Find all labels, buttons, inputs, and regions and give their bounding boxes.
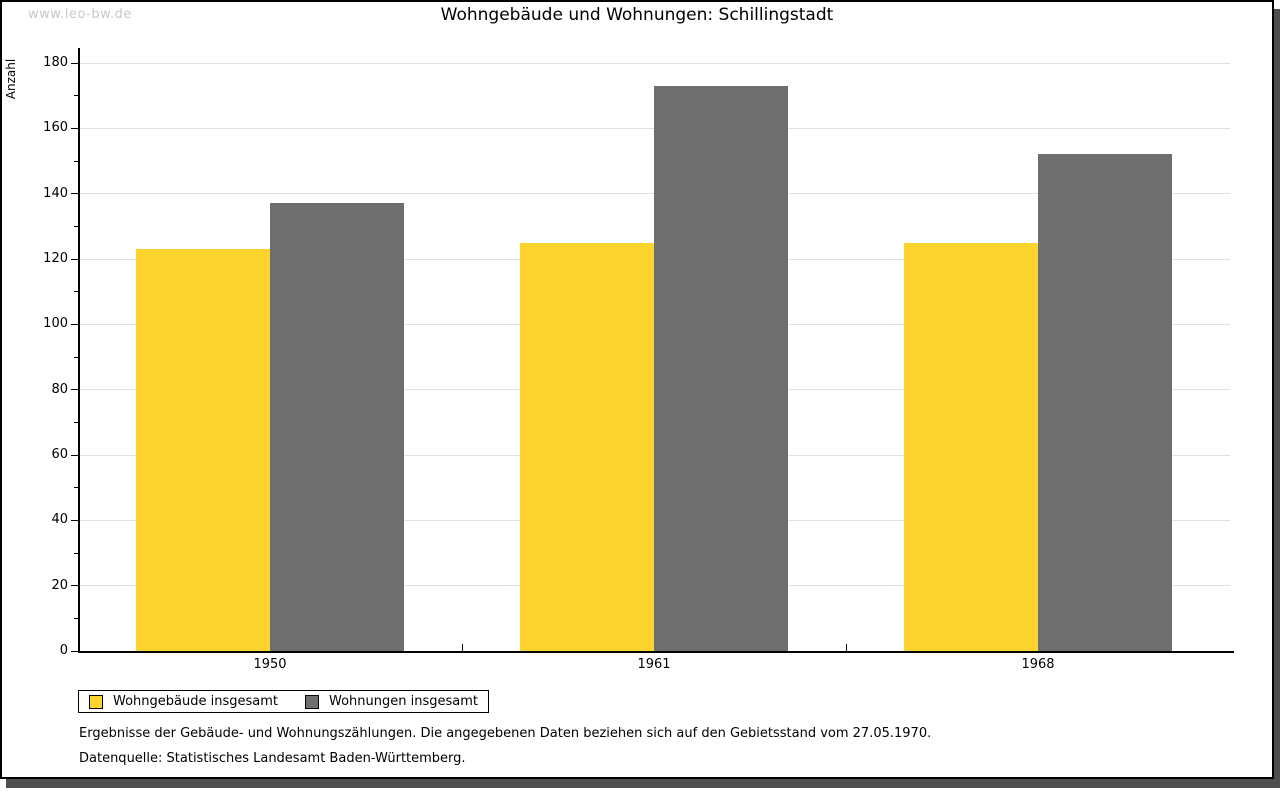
legend-swatch-icon — [89, 694, 103, 709]
y-tick-label: 120 — [43, 251, 68, 266]
y-minor-tick — [74, 487, 78, 489]
y-minor-tick — [74, 617, 78, 619]
bar-1961-wohngebaeude — [520, 243, 654, 651]
y-major-tick — [71, 258, 78, 260]
y-minor-tick — [74, 225, 78, 227]
legend-item: Wohngebäude insgesamt — [89, 694, 278, 709]
legend-label: Wohnungen insgesamt — [329, 694, 478, 709]
bar-1961-wohnungen — [654, 86, 788, 651]
plot-area: 0 20 40 60 80 100 120 140 160 180 1950 1961 1968 — [2, 2, 1272, 777]
y-tick-label: 160 — [43, 120, 68, 136]
y-tick-label: 20 — [51, 577, 68, 593]
x-axis-line — [78, 651, 1234, 653]
y-minor-tick — [74, 421, 78, 423]
x-category-label: 1961 — [637, 657, 671, 672]
y-major-tick — [71, 650, 78, 652]
y-major-tick — [71, 323, 78, 325]
legend-item: Wohnungen insgesamt — [305, 694, 478, 709]
y-gridline — [78, 62, 1230, 64]
y-tick-label: 180 — [43, 55, 68, 70]
y-minor-tick — [74, 552, 78, 554]
y-major-tick — [71, 127, 78, 129]
x-category-label: 1968 — [1021, 657, 1055, 672]
watermark: www.leo-bw.de — [28, 7, 132, 22]
y-major-tick — [71, 389, 78, 391]
bar-1968-wohngebaeude — [904, 243, 1038, 651]
y-major-tick — [71, 585, 78, 587]
legend-swatch-icon — [305, 694, 319, 709]
x-boundary-tick — [461, 644, 463, 651]
x-category-label: 1950 — [253, 657, 287, 672]
footnote-source-note: Ergebnisse der Gebäude- und Wohnungszähl… — [79, 726, 932, 741]
y-minor-tick — [74, 160, 78, 162]
y-tick-label: 40 — [51, 512, 68, 528]
y-tick-label: 80 — [51, 381, 68, 397]
y-major-tick — [71, 193, 78, 195]
y-major-tick — [71, 519, 78, 521]
y-minor-tick — [74, 95, 78, 97]
y-tick-label: 100 — [43, 316, 68, 332]
y-axis-line — [78, 48, 80, 653]
bar-1950-wohnungen — [270, 203, 404, 651]
bar-1968-wohnungen — [1038, 154, 1172, 651]
y-minor-tick — [74, 356, 78, 358]
y-major-tick — [71, 454, 78, 456]
y-tick-label: 0 — [59, 643, 68, 658]
y-major-tick — [71, 62, 78, 64]
chart-title: Wohngebäude und Wohnungen: Schillingstad… — [440, 5, 834, 25]
bar-1950-wohngebaeude — [136, 249, 270, 651]
y-tick-label: 140 — [43, 185, 68, 201]
x-boundary-tick — [845, 644, 847, 651]
y-minor-tick — [74, 291, 78, 293]
footnote-data-source: Datenquelle: Statistisches Landesamt Bad… — [79, 751, 466, 766]
legend: Wohngebäude insgesamt Wohnungen insgesamt — [78, 690, 489, 713]
y-tick-label: 60 — [51, 447, 68, 462]
legend-label: Wohngebäude insgesamt — [113, 694, 278, 709]
